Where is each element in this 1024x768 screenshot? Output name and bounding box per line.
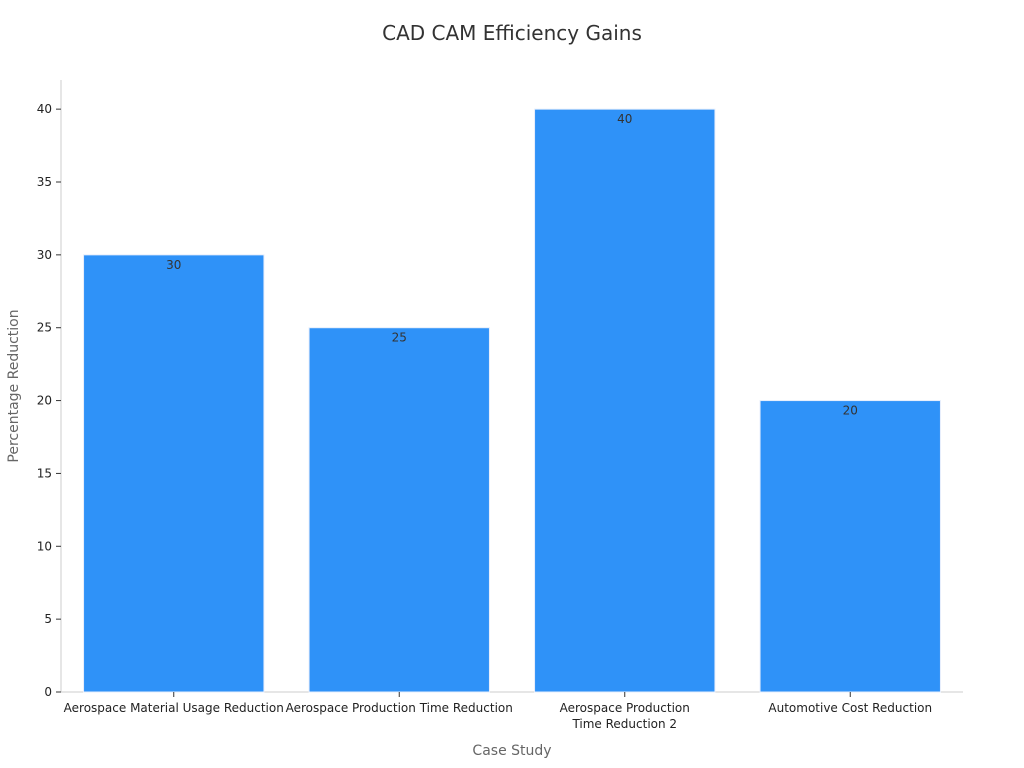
y-tick-label: 25 [37, 321, 52, 335]
y-tick-label: 10 [37, 539, 52, 553]
bar-value-label: 25 [392, 331, 407, 345]
bar [308, 327, 490, 693]
x-tick-label: Aerospace Production Time Reduction 2 [560, 701, 690, 731]
y-axis-title: Percentage Reduction [6, 309, 22, 462]
y-tick-label: 5 [44, 612, 52, 626]
chart-title: CAD CAM Efficiency Gains [382, 21, 642, 45]
x-tick-label: Automotive Cost Reduction [768, 701, 932, 715]
x-tick-label: Aerospace Production Time Reduction [286, 701, 513, 715]
y-tick-label: 0 [44, 685, 52, 699]
bar [534, 108, 716, 693]
plot-area: 0 5 10 15 20 25 30 35 40 30 Aerospace Material Usa… [37, 80, 963, 731]
y-tick-label: 20 [37, 394, 52, 408]
y-tick-label: 35 [37, 175, 52, 189]
bar-value-label: 30 [166, 258, 181, 272]
bar-value-label: 20 [843, 404, 858, 418]
y-tick-label: 40 [37, 102, 52, 116]
bar [83, 254, 265, 693]
y-tick-label: 30 [37, 248, 52, 262]
bar [759, 400, 941, 693]
x-axis-title: Case Study [472, 743, 551, 759]
bar-value-label: 40 [617, 112, 632, 126]
y-tick-label: 15 [37, 466, 52, 480]
x-tick-label: Aerospace Material Usage Reduction [64, 701, 284, 715]
